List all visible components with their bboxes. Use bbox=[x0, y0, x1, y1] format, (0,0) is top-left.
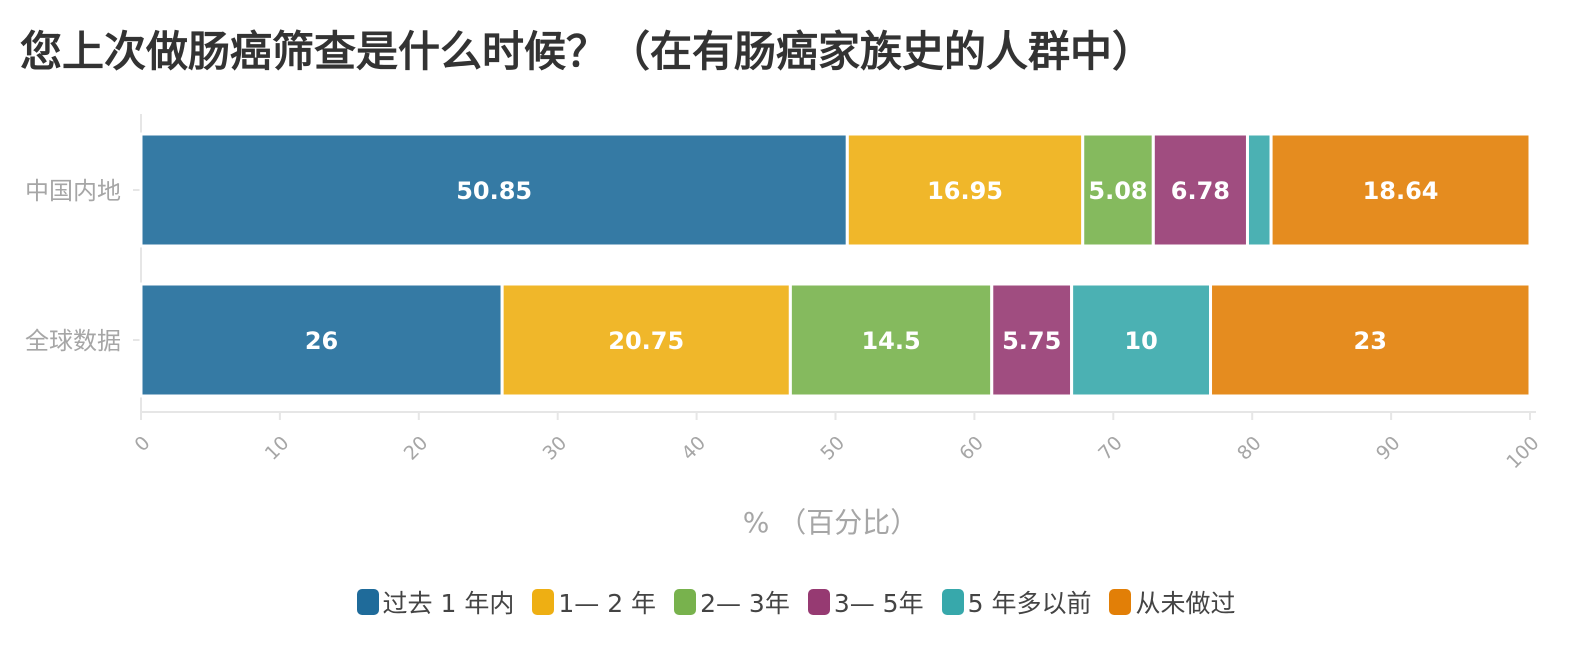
x-tick-label: 70 bbox=[1094, 432, 1127, 465]
x-tick-label: 50 bbox=[816, 432, 849, 465]
legend-item[interactable]: 过去 1 年内 bbox=[356, 584, 515, 620]
x-tick-label: 30 bbox=[539, 432, 572, 465]
data-label: 5.08 bbox=[1088, 177, 1147, 205]
chart-title: 您上次做肠癌筛查是什么时候？（在有肠癌家族史的人群中） bbox=[20, 27, 1155, 76]
data-label: 10 bbox=[1124, 327, 1157, 355]
x-tick-label: 20 bbox=[400, 432, 433, 465]
legend-item[interactable]: 5 年多以前 bbox=[941, 584, 1092, 620]
data-label: 20.75 bbox=[608, 327, 684, 355]
legend-label: 从未做过 bbox=[1135, 589, 1236, 618]
legend-label: 过去 1 年内 bbox=[382, 589, 515, 618]
x-tick-label: 60 bbox=[955, 432, 988, 465]
legend-swatch bbox=[807, 589, 830, 615]
x-tick-label: 80 bbox=[1233, 432, 1266, 465]
x-tick-label: 0 bbox=[130, 432, 154, 456]
data-label: 26 bbox=[305, 327, 338, 355]
legend-label: 5 年多以前 bbox=[967, 589, 1092, 618]
x-tick-label: 100 bbox=[1502, 432, 1543, 473]
legend-label: 3— 5年 bbox=[833, 589, 924, 618]
legend-swatch bbox=[532, 589, 555, 615]
data-label: 14.5 bbox=[861, 327, 920, 355]
legend-label: 2— 3年 bbox=[700, 589, 790, 618]
bar-segment bbox=[1209, 282, 1532, 398]
legend-swatch bbox=[674, 589, 697, 615]
legend-swatch bbox=[356, 589, 379, 615]
legend-swatch bbox=[1109, 589, 1132, 615]
bar-segment bbox=[990, 282, 1074, 398]
legend-item[interactable]: 1— 2 年 bbox=[532, 584, 656, 620]
bar-segment bbox=[845, 132, 1085, 248]
x-axis-label: % （百分比） bbox=[743, 506, 919, 539]
x-tick-label: 40 bbox=[677, 432, 710, 465]
legend-swatch bbox=[941, 589, 964, 615]
legend-item[interactable]: 3— 5年 bbox=[807, 584, 924, 620]
bar-segment bbox=[1081, 132, 1155, 248]
data-label: 18.64 bbox=[1363, 177, 1439, 205]
bar-segment bbox=[139, 282, 504, 398]
data-label: 23 bbox=[1354, 327, 1387, 355]
y-tick-label: 中国内地 bbox=[25, 177, 121, 205]
data-label: 16.95 bbox=[927, 177, 1003, 205]
chart-legend: 过去 1 年内 1— 2 年 2— 3年 3— 5年 5 年多以前 从未做过 bbox=[0, 584, 1592, 620]
legend-item[interactable]: 2— 3年 bbox=[674, 584, 790, 620]
legend-label: 1— 2 年 bbox=[558, 589, 657, 618]
data-label: 6.78 bbox=[1171, 177, 1230, 205]
x-tick-label: 90 bbox=[1372, 432, 1405, 465]
bar-segment bbox=[1151, 132, 1249, 248]
data-label: 5.75 bbox=[1002, 327, 1061, 355]
y-tick-label: 全球数据 bbox=[25, 327, 121, 355]
bar-segment bbox=[1269, 132, 1532, 248]
bar-segment bbox=[1245, 132, 1273, 248]
x-tick-label: 10 bbox=[261, 432, 294, 465]
legend-item[interactable]: 从未做过 bbox=[1109, 584, 1235, 620]
data-label: 50.85 bbox=[456, 177, 532, 205]
bar-segment bbox=[139, 132, 849, 248]
